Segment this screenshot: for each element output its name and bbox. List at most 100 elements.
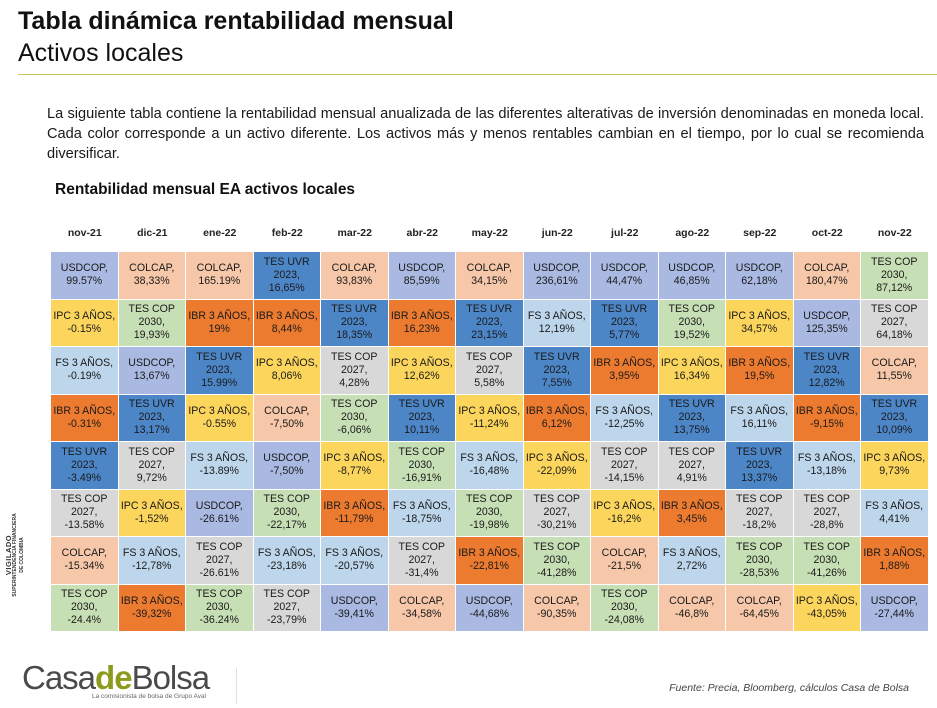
table-cell: TES COP 2027, -30,21% bbox=[523, 489, 591, 537]
table-heading: Rentabilidad mensual EA activos locales bbox=[55, 181, 356, 198]
cell-text: 9,73% bbox=[879, 465, 910, 478]
cell-text: 2030, bbox=[408, 458, 435, 471]
cell-text: 2023, bbox=[340, 316, 368, 329]
table-cell: TES COP 2030, -24.4% bbox=[51, 584, 119, 632]
table-cell: TES UVR 2023, 10,11% bbox=[388, 394, 456, 442]
cell-text: 44,47% bbox=[606, 275, 643, 288]
cell-text: 11,55% bbox=[876, 370, 912, 383]
cell-text: IBR 3 AÑOS, bbox=[728, 357, 791, 370]
table-cell: TES COP 2030, -41,26% bbox=[793, 537, 861, 585]
cell-text: 2030, bbox=[880, 268, 908, 281]
table-cell: TES COP 2027, -18,2% bbox=[726, 489, 794, 537]
cell-text: TES UVR bbox=[263, 255, 310, 268]
table-cell: COLCAP, -7,50% bbox=[253, 394, 321, 442]
cell-text: TES COP bbox=[60, 588, 108, 601]
table-cell: TES COP 2027, 9,72% bbox=[118, 442, 186, 490]
cell-text: -23,18% bbox=[267, 560, 307, 573]
table-cell: IPC 3 AÑOS, -1,52% bbox=[118, 489, 186, 537]
cell-text: TES COP bbox=[533, 493, 580, 506]
table-cell: IBR 3 AÑOS, 16,23% bbox=[388, 299, 456, 347]
cell-text: 2030, bbox=[70, 601, 98, 614]
month-header: jun-22 bbox=[541, 227, 573, 239]
cell-text: FS 3 AÑOS, bbox=[55, 357, 114, 370]
table-cell: FS 3 AÑOS, 12,19% bbox=[523, 299, 591, 347]
table-cell: TES UVR 2023, 5,77% bbox=[591, 299, 659, 347]
table-cell: TES COP 2027, 5,58% bbox=[456, 347, 524, 395]
table-cell: TES UVR 2023, 12,82% bbox=[793, 347, 861, 395]
cell-text: FS 3 AÑOS, bbox=[730, 404, 789, 417]
cell-text: TES COP bbox=[668, 303, 715, 316]
cell-text: -11,79% bbox=[334, 512, 374, 525]
cell-text: TES COP bbox=[803, 540, 850, 553]
cell-text: 2030, bbox=[205, 601, 233, 614]
cell-text: 38,33% bbox=[133, 275, 170, 288]
cell-text: IPC 3 AÑOS, bbox=[795, 594, 858, 607]
cell-text: -0.55% bbox=[202, 417, 237, 430]
cell-text: FS 3 AÑOS, bbox=[865, 499, 924, 512]
cell-text: TES COP bbox=[465, 493, 513, 506]
cell-text: 12,82% bbox=[808, 376, 845, 389]
cell-text: -0.19% bbox=[67, 370, 102, 383]
table-cell: IBR 3 AÑOS, -9,15% bbox=[793, 394, 861, 442]
cell-text: TES UVR bbox=[601, 303, 648, 316]
table-cell: IBR 3 AÑOS, -22,81% bbox=[456, 537, 524, 585]
cell-text: TES UVR bbox=[533, 350, 580, 363]
cell-text: -6,06% bbox=[337, 424, 372, 437]
cell-text: TES COP bbox=[195, 588, 243, 601]
table-cell: USDCOP, 236,61% bbox=[523, 252, 591, 300]
table-cell: IPC 3 AÑOS, 12,62% bbox=[388, 347, 456, 395]
cell-text: IPC 3 AÑOS, bbox=[390, 357, 453, 370]
month-header: may-22 bbox=[471, 227, 508, 239]
cell-text: TES COP bbox=[668, 445, 715, 458]
cell-text: 2023, bbox=[205, 363, 233, 376]
table-cell: IBR 3 AÑOS, -0.31% bbox=[51, 394, 119, 442]
cell-text: TES UVR bbox=[668, 398, 715, 411]
cell-text: TES COP bbox=[735, 493, 783, 506]
cell-text: -16,91% bbox=[402, 471, 442, 484]
table-cell: USDCOP, 62,18% bbox=[726, 252, 794, 300]
cell-text: COLCAP, bbox=[264, 404, 310, 417]
cell-text: -39,32% bbox=[132, 607, 172, 620]
cell-text: FS 3 AÑOS, bbox=[325, 547, 384, 560]
cell-text: 9,72% bbox=[136, 471, 167, 484]
cell-text: -21,5% bbox=[607, 560, 642, 573]
cell-text: 2030, bbox=[745, 553, 773, 566]
table-cell: IPC 3 AÑOS, -11,24% bbox=[456, 394, 524, 442]
cell-text: -1,52% bbox=[134, 512, 169, 525]
table-cell: TES COP 2030, -22,17% bbox=[253, 489, 321, 537]
table-cell: FS 3 AÑOS, -12,78% bbox=[118, 537, 186, 585]
cell-text: TES COP bbox=[60, 493, 108, 506]
cell-text: 13,67% bbox=[133, 370, 170, 383]
table-cell: TES COP 2030, -19,98% bbox=[456, 489, 524, 537]
cell-text: 2023, bbox=[475, 316, 503, 329]
cell-text: TES COP bbox=[398, 445, 445, 458]
cell-text: COLCAP, bbox=[871, 357, 917, 370]
cell-text: 6,12% bbox=[541, 417, 572, 430]
cell-text: USDCOP, bbox=[263, 452, 311, 465]
cell-text: 2023, bbox=[273, 268, 300, 281]
table-cell: COLCAP, -90,35% bbox=[523, 584, 591, 632]
table-cell: TES UVR 2023, 15.99% bbox=[186, 347, 254, 395]
table-cell: FS 3 AÑOS, -12,25% bbox=[591, 394, 659, 442]
table-cell: TES COP 2030, 87,12% bbox=[861, 252, 929, 300]
table-cell: IBR 3 AÑOS, 19% bbox=[186, 299, 254, 347]
cell-text: 2027, bbox=[678, 458, 705, 471]
table-cell: COLCAP, -15.34% bbox=[51, 537, 119, 585]
cell-text: 16,11% bbox=[741, 417, 777, 430]
cell-text: TES COP bbox=[465, 350, 513, 363]
cell-text: 23,15% bbox=[471, 329, 508, 342]
cell-text: IBR 3 AÑOS, bbox=[525, 404, 588, 417]
cell-text: 15.99% bbox=[201, 376, 238, 389]
table-cell: COLCAP, 34,15% bbox=[456, 252, 524, 300]
table-cell: IBR 3 AÑOS, 1,88% bbox=[861, 537, 929, 585]
cell-text: FS 3 AÑOS, bbox=[797, 452, 856, 465]
cell-text: -46,8% bbox=[674, 607, 709, 620]
cell-text: -22,81% bbox=[469, 560, 509, 573]
cell-text: IBR 3 AÑOS, bbox=[863, 547, 926, 560]
table-cell: IPC 3 AÑOS, -0.55% bbox=[186, 394, 254, 442]
cell-text: -36.24% bbox=[199, 614, 239, 627]
cell-text: TES COP bbox=[330, 350, 378, 363]
cell-text: 19% bbox=[208, 322, 230, 335]
cell-text: TES UVR bbox=[331, 303, 378, 316]
table-cell: FS 3 AÑOS, -16,48% bbox=[456, 442, 524, 490]
